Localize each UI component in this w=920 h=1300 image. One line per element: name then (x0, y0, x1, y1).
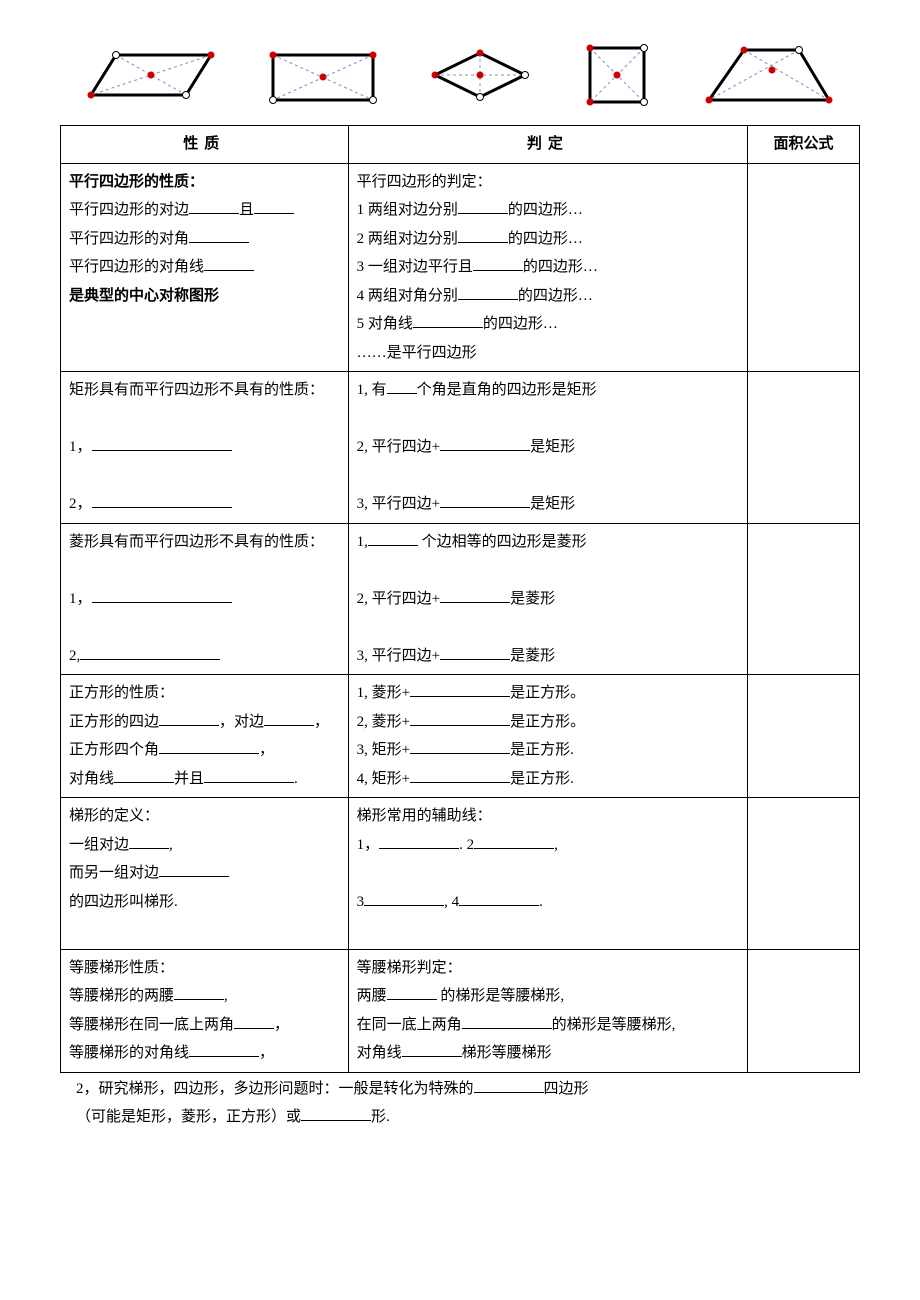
parallelogram-determination: 平行四边形的判定： 1 两组对边分别的四边形… 2 两组对边分别的四边形… 3 … (348, 163, 748, 372)
rhombus-determination: 1, 个边相等的四边形是菱形 2, 平行四边+是菱形 3, 平行四边+是菱形 (348, 523, 748, 675)
rectangle-properties: 矩形具有而平行四边形不具有的性质： 1， 2， (61, 372, 349, 524)
col-properties: 性质 (61, 126, 349, 164)
parallelogram-row: 平行四边形的性质： 平行四边形的对边且 平行四边形的对角 平行四边形的对角线 是… (61, 163, 860, 372)
rectangle-determination: 1, 有个角是直角的四边形是矩形 2, 平行四边+是矩形 3, 平行四边+是矩形 (348, 372, 748, 524)
col-area: 面积公式 (748, 126, 860, 164)
shapes-row (60, 40, 860, 110)
isotrapezoid-area (748, 949, 860, 1072)
footer-text: 2，研究梯形，四边形，多边形问题时：一般是转化为特殊的四边形 （可能是矩形，菱形… (60, 1075, 860, 1132)
rectangle-row: 矩形具有而平行四边形不具有的性质： 1， 2， 1, 有个角是直角的四边形是矩形… (61, 372, 860, 524)
title: 平行四边形的性质： (69, 174, 204, 190)
col-determination: 判定 (348, 126, 748, 164)
parallelogram-icon (86, 45, 216, 105)
isotrapezoid-determination: 等腰梯形判定： 两腰 的梯形是等腰梯形, 在同一底上两角的梯形是等腰梯形, 对角… (348, 949, 748, 1072)
rhombus-properties: 菱形具有而平行四边形不具有的性质： 1， 2, (61, 523, 349, 675)
square-properties: 正方形的性质： 正方形的四边，对边， 正方形四个角， 对角线并且. (61, 675, 349, 798)
square-icon (582, 40, 652, 110)
rectangle-area (748, 372, 860, 524)
trapezoid-properties: 梯形的定义： 一组对边, 而另一组对边 的四边形叫梯形. (61, 798, 349, 950)
header-row: 性质 判定 面积公式 (61, 126, 860, 164)
isotrapezoid-properties: 等腰梯形性质： 等腰梯形的两腰, 等腰梯形在同一底上两角， 等腰梯形的对角线， (61, 949, 349, 1072)
rectangle-icon (268, 45, 378, 105)
properties-table: 性质 判定 面积公式 平行四边形的性质： 平行四边形的对边且 平行四边形的对角 … (60, 125, 860, 1073)
rhombus-area (748, 523, 860, 675)
trapezoid-determination: 梯形常用的辅助线： 1，. 2, 3, 4. (348, 798, 748, 950)
square-determination: 1, 菱形+是正方形。 2, 菱形+是正方形。 3, 矩形+是正方形. 4, 矩… (348, 675, 748, 798)
rhombus-icon (430, 45, 530, 105)
trapezoid-row: 梯形的定义： 一组对边, 而另一组对边 的四边形叫梯形. 梯形常用的辅助线： 1… (61, 798, 860, 950)
trapezoid-area (748, 798, 860, 950)
trapezoid-icon (704, 40, 834, 110)
rhombus-row: 菱形具有而平行四边形不具有的性质： 1， 2, 1, 个边相等的四边形是菱形 2… (61, 523, 860, 675)
square-area (748, 675, 860, 798)
square-row: 正方形的性质： 正方形的四边，对边， 正方形四个角， 对角线并且. 1, 菱形+… (61, 675, 860, 798)
parallelogram-properties: 平行四边形的性质： 平行四边形的对边且 平行四边形的对角 平行四边形的对角线 是… (61, 163, 349, 372)
isotrapezoid-row: 等腰梯形性质： 等腰梯形的两腰, 等腰梯形在同一底上两角， 等腰梯形的对角线， … (61, 949, 860, 1072)
parallelogram-area (748, 163, 860, 372)
